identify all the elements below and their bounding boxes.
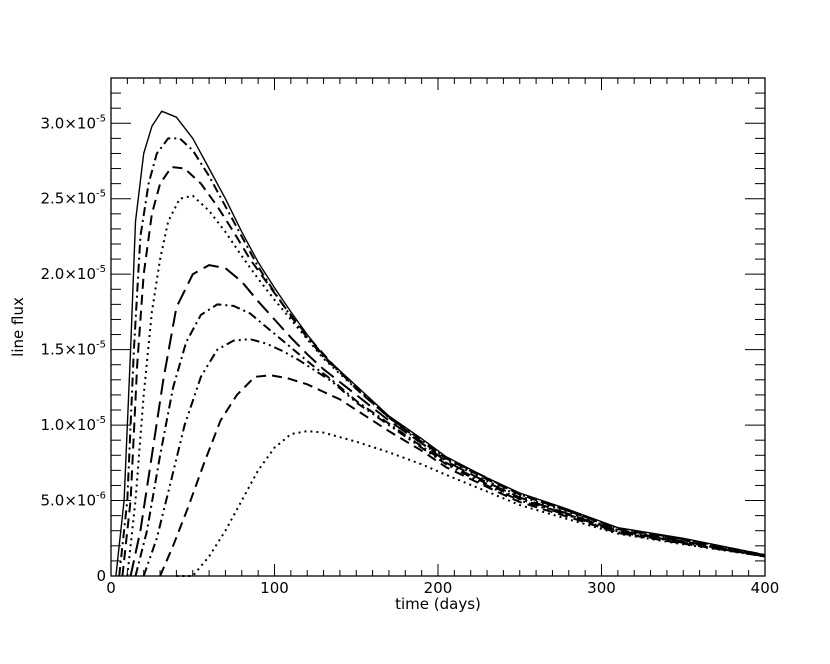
series-line-1 xyxy=(115,110,766,577)
plot-frame xyxy=(110,77,766,577)
x-tick-label: 400 xyxy=(751,579,780,597)
series-line-5 xyxy=(129,264,766,577)
y-tick-label: 1.0×10-5 xyxy=(41,415,107,434)
series-line-4 xyxy=(126,194,766,577)
y-tick-label: 1.5×10-5 xyxy=(41,340,107,359)
series-line-8 xyxy=(159,374,766,577)
y-tick-label: 3.0×10-5 xyxy=(41,113,107,132)
series-line-7 xyxy=(142,338,766,577)
x-tick-label: 100 xyxy=(260,579,289,597)
y-tick-label: 0 xyxy=(96,567,106,585)
y-axis-title: line flux xyxy=(9,297,27,357)
x-tick-label: 0 xyxy=(106,579,116,597)
y-tick-label: 5.0×10-6 xyxy=(41,491,107,510)
y-tick-label: 2.0×10-5 xyxy=(41,264,107,283)
x-tick-labels: 0 100 200 300 400 xyxy=(106,579,779,597)
tick-layer xyxy=(110,78,766,577)
series-layer xyxy=(115,110,766,577)
x-tick-label: 200 xyxy=(424,579,453,597)
y-tick-label: 2.5×10-5 xyxy=(41,189,107,208)
series-line-3 xyxy=(121,166,766,577)
x-axis-title: time (days) xyxy=(395,595,481,613)
series-line-9 xyxy=(176,430,766,577)
series-line-6 xyxy=(134,303,766,577)
x-tick-label: 300 xyxy=(587,579,616,597)
y-tick-labels: 0 5.0×10-6 1.0×10-5 1.5×10-5 2.0×10-5 2.5×10-… xyxy=(41,113,107,585)
series-line-2 xyxy=(118,137,766,577)
